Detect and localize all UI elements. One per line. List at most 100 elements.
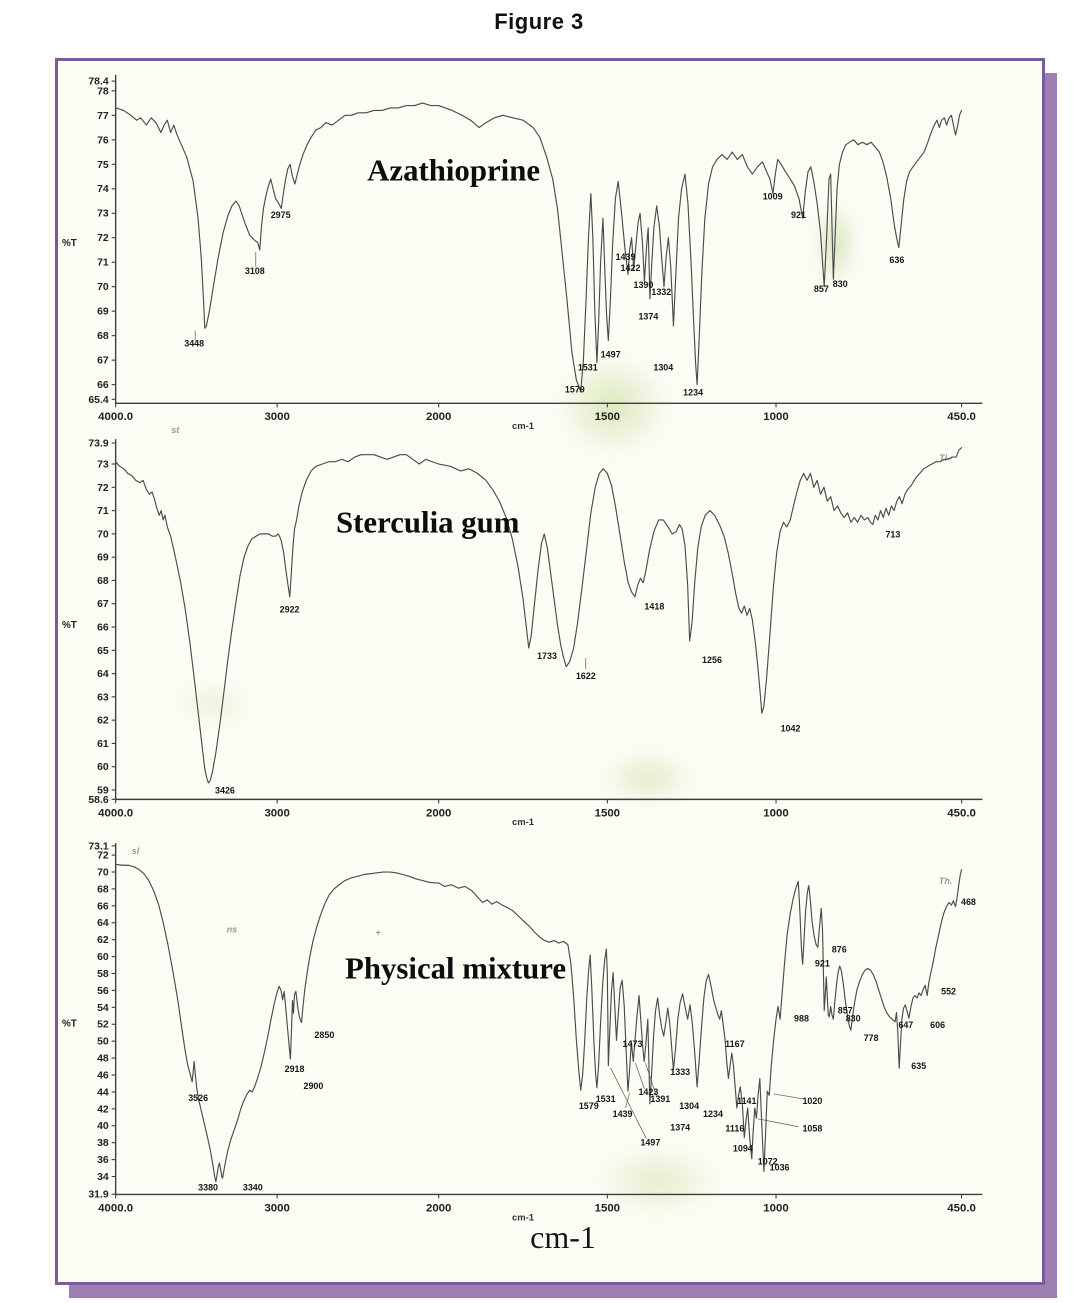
peak-label: 921 [791,210,806,220]
mark-label: + [375,928,381,938]
ytick-label: 46 [97,1070,109,1081]
ytick-label: 64 [97,918,109,929]
peak-label: 1497 [640,1138,660,1148]
xtick-label: 4000.0 [98,1202,133,1214]
unit-label: cm-1 [512,1212,534,1223]
xtick-label: 2000 [426,411,451,423]
mark-label: Tl– [939,453,952,463]
xtick-label: 1000 [763,807,788,819]
ytick-label: 65 [97,646,109,657]
peak-label: 1072 [758,1157,778,1167]
peak-label: 1422 [621,263,641,273]
ytick-label: 62 [97,935,109,946]
peak-label: 3448 [184,339,204,349]
chart-azathioprine: 78.478 77 76 75 74 73 72 71 70 69 68 67 66 65.4 4000.0… [62,74,983,432]
peak-label: 1234 [703,1109,723,1119]
mark-label: st [171,425,180,435]
peak-label: 636 [889,255,904,265]
pt-label: %T [62,238,77,249]
peak-label: 3380 [198,1182,218,1192]
peak-label: 1733 [537,651,557,661]
peak-label: 1058 [802,1124,822,1134]
peak-label: 830 [846,1013,861,1023]
peak-label: 1579 [579,1101,599,1111]
xtick-label: 2000 [426,807,451,819]
peak-label: 1304 [653,362,673,372]
ytick-label: 76 [97,135,109,146]
ytick-label: 54 [97,1003,109,1014]
ctitle-label: Sterculia gum [336,506,520,540]
ytick-label: 68 [97,331,109,342]
peak-label: 1256 [702,655,722,665]
ytick-label: 66 [97,622,109,633]
mark-label: Th. [939,876,952,886]
peak-label: 3526 [188,1093,208,1103]
ytick-label: 71 [97,258,109,269]
ytick-label: 70 [97,282,109,293]
ytick-label: 73 [97,459,109,470]
ytick-label: 60 [97,952,109,963]
ytick-label: 72 [97,483,109,494]
xtick-label: 1000 [763,411,788,423]
peak-label: 1531 [578,362,598,372]
ytick-label: 66 [97,901,109,912]
peak-label: 635 [911,1061,926,1071]
peak-label: 1234 [683,387,703,397]
ytick-label: 78 [97,86,109,97]
peak-label: 1439 [613,1109,633,1119]
xtick-label: 3000 [264,411,289,423]
peak-label: 1333 [670,1067,690,1077]
spectrum-curve-physical-mixture [115,863,963,1183]
ctitle-label: Azathioprine [367,153,540,187]
ytick-label: 42 [97,1104,109,1115]
ytick-label: 31.9 [88,1190,108,1201]
ytick-label: 60 [97,762,109,773]
ytick-label: 61 [97,739,109,750]
peak-label: 857 [814,284,829,294]
peak-label: 1036 [770,1163,790,1173]
peak-label: 713 [885,530,900,540]
peak-label: 1473 [623,1039,643,1049]
x-axis-unit-label: cm-1 [530,1219,596,1255]
ytick-label: 65.4 [88,395,108,406]
xtick-label: 3000 [264,807,289,819]
peak-label: 606 [930,1020,945,1030]
peak-label: 647 [898,1020,913,1030]
xtick-label: 1500 [595,1202,620,1214]
peak-label: 3340 [243,1182,263,1192]
ytick-label: 69 [97,553,109,564]
peak-label: 3426 [215,785,235,795]
peak-label: 3108 [245,266,265,276]
ytick-label: 36 [97,1155,109,1166]
xtick-label: 4000.0 [98,807,133,819]
ytick-label: 70 [97,529,109,540]
peak-label: 1622 [576,671,596,681]
peak-label: 552 [941,986,956,996]
peak-label: 1374 [638,312,658,322]
peak-leader-line [773,1093,804,1100]
peak-label: 876 [832,945,847,955]
ytick-label: 68 [97,884,109,895]
ytick-label: 52 [97,1020,109,1031]
peak-label: 1374 [670,1123,690,1133]
peak-label: 1167 [725,1039,744,1049]
ytick-label: 58.6 [88,795,108,806]
ytick-label: 67 [97,599,109,610]
xtick-label: 2000 [426,1202,451,1214]
ytick-label: 68 [97,576,109,587]
peak-label: 1390 [633,280,653,290]
ytick-label: 73 [97,209,109,220]
peak-leader-line [610,1067,647,1139]
peak-label: 1439 [616,252,636,262]
ytick-label: 75 [97,160,109,171]
peak-label: 1332 [651,287,671,297]
axis-lines [114,439,983,801]
peak-label: 2975 [271,210,291,220]
peak-label: 857 [838,1005,853,1015]
peak-label: 1531 [596,1094,616,1104]
peak-label: 1304 [679,1101,699,1111]
peak-label: 1497 [601,350,621,360]
ytick-label: 63 [97,692,109,703]
peak-label: 1009 [763,191,783,201]
ytick-label: 66 [97,380,109,391]
